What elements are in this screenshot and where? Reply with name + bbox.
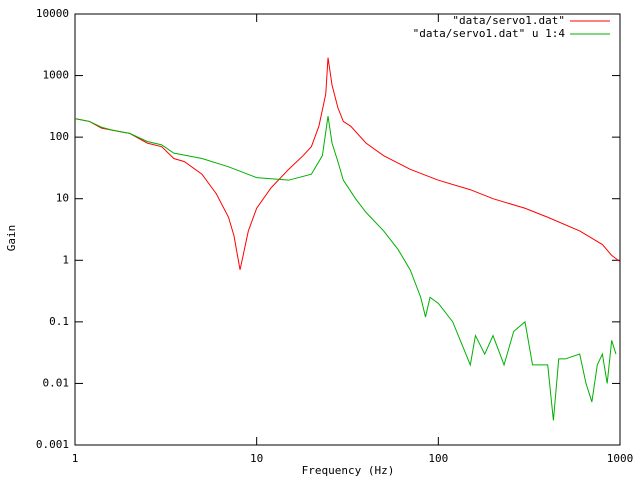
y-tick-label: 0.01 (43, 376, 70, 389)
x-axis-label: Frequency (Hz) (302, 464, 395, 477)
y-tick-label: 1 (62, 253, 69, 266)
legend-label: "data/servo1.dat" (452, 14, 565, 27)
series-line (74, 115, 617, 421)
x-tick-label: 1 (72, 452, 79, 465)
y-tick-label: 0.001 (36, 438, 69, 451)
y-tick-label: 10 (56, 192, 69, 205)
y-tick-label: 100 (49, 130, 69, 143)
x-tick-label: 10 (250, 452, 263, 465)
y-tick-label: 0.1 (49, 315, 69, 328)
x-tick-label: 1000 (607, 452, 634, 465)
y-axis-label: Gain (5, 225, 18, 252)
series-line (74, 57, 621, 270)
y-tick-label: 1000 (43, 69, 70, 82)
y-tick-label: 10000 (36, 7, 69, 20)
x-tick-label: 100 (428, 452, 448, 465)
legend-label: "data/servo1.dat" u 1:4 (413, 27, 566, 40)
plot-frame (74, 13, 621, 446)
